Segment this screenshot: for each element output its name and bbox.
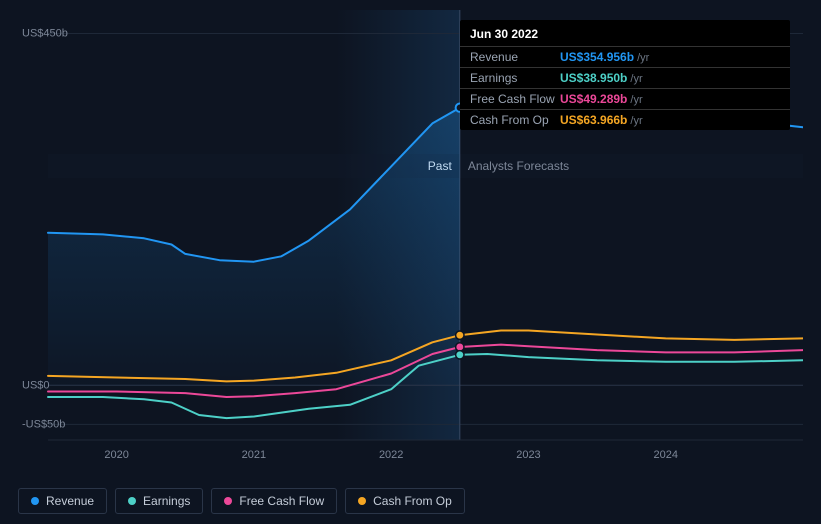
tooltip-value: US$63.966b — [560, 113, 627, 127]
x-axis-label: 2020 — [104, 449, 128, 461]
y-axis-label: US$0 — [22, 379, 50, 391]
tooltip-unit: /yr — [637, 52, 649, 64]
legend-dot-icon — [358, 497, 366, 505]
tooltip-unit: /yr — [630, 94, 642, 106]
x-axis-label: 2023 — [516, 449, 540, 461]
x-axis-label: 2024 — [653, 449, 677, 461]
tooltip-value: US$354.956b — [560, 50, 634, 64]
tooltip-row: Free Cash FlowUS$49.289b/yr — [460, 88, 790, 109]
legend-item-revenue[interactable]: Revenue — [18, 488, 107, 514]
tooltip-unit: /yr — [630, 73, 642, 85]
tooltip-label: Revenue — [470, 50, 560, 64]
legend-item-fcf[interactable]: Free Cash Flow — [211, 488, 337, 514]
legend-label: Earnings — [143, 494, 190, 508]
legend-dot-icon — [31, 497, 39, 505]
legend-item-earnings[interactable]: Earnings — [115, 488, 203, 514]
tooltip-row: EarningsUS$38.950b/yr — [460, 67, 790, 88]
forecast-label: Analysts Forecasts — [468, 159, 569, 173]
tooltip-label: Free Cash Flow — [470, 92, 560, 106]
x-axis-label: 2021 — [242, 449, 266, 461]
tooltip-row: Cash From OpUS$63.966b/yr — [460, 109, 790, 130]
legend-label: Revenue — [46, 494, 94, 508]
tooltip-row: RevenueUS$354.956b/yr — [460, 46, 790, 67]
chart-legend: Revenue Earnings Free Cash Flow Cash From O… — [18, 488, 465, 514]
legend-item-cfo[interactable]: Cash From Op — [345, 488, 465, 514]
tooltip-label: Cash From Op — [470, 113, 560, 127]
tooltip-label: Earnings — [470, 71, 560, 85]
legend-dot-icon — [128, 497, 136, 505]
x-axis-label: 2022 — [379, 449, 403, 461]
y-axis-label: -US$50b — [22, 418, 65, 430]
tooltip-unit: /yr — [630, 115, 642, 127]
y-axis-label: US$450b — [22, 27, 68, 39]
legend-label: Free Cash Flow — [239, 494, 324, 508]
tooltip-value: US$38.950b — [560, 71, 627, 85]
tooltip-value: US$49.289b — [560, 92, 627, 106]
chart-tooltip: Jun 30 2022 RevenueUS$354.956b/yrEarning… — [460, 20, 790, 130]
legend-label: Cash From Op — [373, 494, 452, 508]
tooltip-date: Jun 30 2022 — [460, 20, 790, 46]
legend-dot-icon — [224, 497, 232, 505]
